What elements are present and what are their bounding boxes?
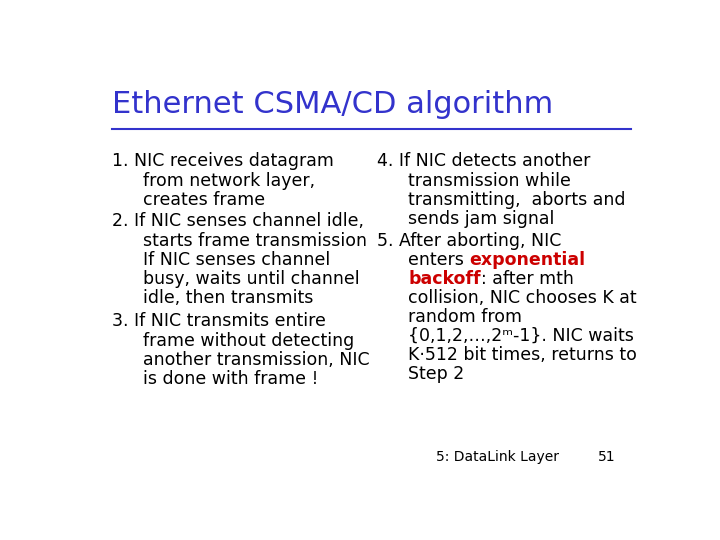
Text: Ethernet CSMA/CD algorithm: Ethernet CSMA/CD algorithm [112, 90, 554, 119]
Text: K·512 bit times, returns to: K·512 bit times, returns to [408, 346, 637, 364]
Text: exponential: exponential [469, 251, 585, 269]
Text: transmission while: transmission while [408, 172, 571, 190]
Text: collision, NIC chooses K at: collision, NIC chooses K at [408, 289, 636, 307]
Text: is done with frame !: is done with frame ! [143, 370, 318, 388]
Text: 2. If NIC senses channel idle,: 2. If NIC senses channel idle, [112, 212, 364, 231]
Text: idle, then transmits: idle, then transmits [143, 289, 313, 307]
Text: enters: enters [408, 251, 469, 269]
Text: frame without detecting: frame without detecting [143, 332, 354, 350]
Text: transmitting,  aborts and: transmitting, aborts and [408, 191, 626, 209]
Text: 5: DataLink Layer: 5: DataLink Layer [436, 450, 559, 464]
Text: {0,1,2,…,2ᵐ-1}. NIC waits: {0,1,2,…,2ᵐ-1}. NIC waits [408, 327, 634, 345]
Text: from network layer,: from network layer, [143, 172, 315, 190]
Text: If NIC senses channel: If NIC senses channel [143, 251, 330, 269]
Text: 5. After aborting, NIC: 5. After aborting, NIC [377, 232, 562, 249]
Text: creates frame: creates frame [143, 191, 265, 209]
Text: another transmission, NIC: another transmission, NIC [143, 351, 369, 369]
Text: 4. If NIC detects another: 4. If NIC detects another [377, 152, 590, 170]
Text: 1. NIC receives datagram: 1. NIC receives datagram [112, 152, 334, 170]
Text: starts frame transmission: starts frame transmission [143, 232, 367, 250]
Text: : after mth: : after mth [481, 270, 574, 288]
Text: Step 2: Step 2 [408, 366, 464, 383]
Text: sends jam signal: sends jam signal [408, 210, 554, 228]
Text: 51: 51 [598, 450, 616, 464]
Text: busy, waits until channel: busy, waits until channel [143, 270, 359, 288]
Text: backoff: backoff [408, 270, 481, 288]
Text: 3. If NIC transmits entire: 3. If NIC transmits entire [112, 312, 326, 330]
Text: random from: random from [408, 308, 522, 326]
